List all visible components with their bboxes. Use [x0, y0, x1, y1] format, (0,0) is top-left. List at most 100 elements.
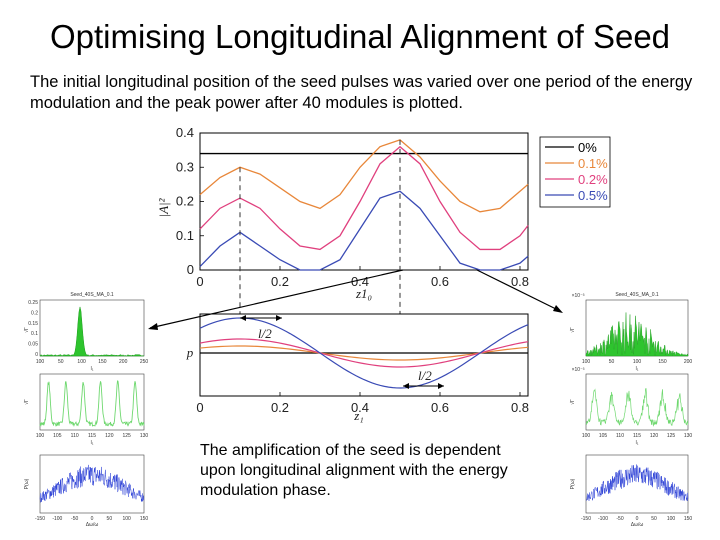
- top-axes: 0 0.2 0.4 0.6 0.8 0 0.1 0.2 0.3 0.4: [176, 125, 529, 289]
- modulation-line-0-2pct: [199, 338, 529, 368]
- inset-x-tick-label: 100: [36, 359, 45, 365]
- left-inset-top-trace: [39, 306, 145, 357]
- right-inset-bottom-ylabel: P(ω): [570, 478, 576, 489]
- right-inset-top: Seed_40S_MA_0.1 ×10⁻³ √Γ l₁ 100 50 100 150 2…: [569, 292, 692, 372]
- left-inset-mid-frame: [39, 373, 145, 431]
- inset-y-tick-label: 0.05: [28, 342, 38, 348]
- top-y-axis-label: |A|²: [156, 197, 171, 217]
- right-inset-top-ylabel: √Γ: [569, 327, 576, 333]
- energy-modulation-chart: 0 0.2 0.4 0.6 0.8 p z₁ l/2 l/2: [186, 313, 529, 423]
- x-tick-label: 0.2: [271, 274, 289, 289]
- right-inset-bottom-frame: [585, 454, 689, 514]
- y-tick-label: 0.2: [176, 194, 194, 209]
- right-inset-bottom: P(ω) Δω/ω -150 -100 -50 0 50 100 150: [570, 454, 693, 528]
- pointer-arrowhead-left: [148, 323, 158, 330]
- legend-label: 0%: [578, 140, 597, 155]
- inset-x-tick-label: 105: [599, 433, 608, 439]
- legend-label: 0.1%: [578, 156, 608, 171]
- right-inset-top-title: Seed_40S_MA_0.1: [615, 292, 659, 298]
- left-inset-top-title: Seed_40S_MA_0.1: [70, 292, 114, 298]
- modulation-line-0-1pct: [199, 345, 529, 361]
- inset-x-tick-label: 100: [122, 516, 131, 522]
- inset-x-tick-label: 50: [651, 516, 657, 522]
- inset-x-tick-label: 150: [658, 359, 667, 365]
- left-inset-top-xlabel: l₁: [91, 366, 94, 372]
- x-tick-label: 0.8: [511, 274, 529, 289]
- x-tick-label: 0: [196, 274, 203, 289]
- inset-x-tick-label: 115: [633, 433, 641, 439]
- inset-x-tick-label: -150: [581, 516, 591, 522]
- left-inset-panels: Seed_40S_MA_0.1 √Γ l₁ 100 50 100 150 200 250 …: [23, 292, 148, 528]
- y-tick-label: 0: [187, 262, 194, 277]
- inset-x-tick-label: -100: [52, 516, 62, 522]
- inset-x-tick-label: 150: [684, 516, 693, 522]
- left-inset-top-frame: [39, 299, 145, 357]
- inset-x-tick-label: 0: [636, 516, 639, 522]
- inset-x-tick-label: 100: [582, 433, 591, 439]
- inset-x-tick-label: -100: [598, 516, 608, 522]
- inset-x-tick-label: 0: [91, 516, 94, 522]
- pointer-arrowhead-right: [553, 305, 563, 313]
- pointer-line-right: [476, 269, 561, 312]
- left-inset-mid-ylabel: √Γ: [23, 399, 30, 405]
- top-plot-frame: [199, 132, 529, 271]
- inset-y-tick-label: 0: [35, 352, 38, 358]
- inset-x-tick-label: 120: [650, 433, 659, 439]
- inset-x-tick-label: 250: [140, 359, 149, 365]
- y-tick-label: 0.1: [176, 228, 194, 243]
- inset-x-tick-label: 100: [667, 516, 676, 522]
- right-inset-mid-scale: ×10⁻³: [572, 367, 585, 373]
- x-tick-label: 0.8: [511, 400, 529, 415]
- inset-x-tick-label: 125: [667, 433, 676, 439]
- left-inset-mid-xlabel: l₁: [91, 440, 94, 446]
- inset-x-tick-label: 200: [119, 359, 128, 365]
- y-tick-label: 0.4: [176, 125, 194, 140]
- left-inset-bottom-ylabel: P(ω): [24, 478, 30, 489]
- top-series-group: [199, 139, 529, 271]
- right-inset-bottom-trace: [585, 464, 689, 501]
- arrowhead: [276, 315, 282, 321]
- inset-x-tick-label: 50: [107, 516, 113, 522]
- half-period-label-right: l/2: [418, 368, 432, 383]
- inset-x-tick-label: 100: [77, 359, 86, 365]
- legend: 0%0.1%0.2%0.5%: [539, 136, 611, 208]
- inset-y-tick-label: 0.15: [28, 321, 38, 327]
- slide-title: Optimising Longitudinal Alignment of See…: [49, 18, 671, 55]
- left-inset-top-ylabel: √Γ: [23, 327, 30, 333]
- left-inset-mid: √Γ l₁ 100 105 110 115 120 125 130: [23, 373, 149, 446]
- right-inset-top-trace: [585, 312, 689, 357]
- right-inset-mid-xlabel: l₁: [636, 440, 639, 446]
- bottom-plot-frame: [199, 313, 529, 397]
- inset-x-tick-label: 50: [58, 359, 64, 365]
- bottom-y-axis-label: p: [186, 345, 194, 360]
- right-inset-mid: ×10⁻³ √Γ l₁ 100 105 110 115 120 125 130: [569, 367, 692, 446]
- arrowhead: [403, 383, 409, 389]
- modulation-line-0-5pct: [199, 317, 529, 389]
- left-inset-top: Seed_40S_MA_0.1 √Γ l₁ 100 50 100 150 200 250 …: [23, 292, 148, 372]
- inset-x-tick-label: 50: [609, 359, 615, 365]
- legend-box: [539, 136, 611, 208]
- x-tick-label: 0: [196, 400, 203, 415]
- half-period-label-left: l/2: [258, 326, 272, 341]
- inset-x-tick-label: 200: [684, 359, 693, 365]
- right-inset-panels: Seed_40S_MA_0.1 ×10⁻³ √Γ l₁ 100 50 100 150 2…: [569, 292, 692, 528]
- inset-x-tick-label: 150: [98, 359, 107, 365]
- inset-x-tick-label: -50: [71, 516, 78, 522]
- inset-x-tick-label: 125: [122, 433, 131, 439]
- inset-x-tick-label: 130: [140, 433, 149, 439]
- left-inset-bottom: P(ω) Δω/ω -150 -100 -50 0 50 100 150: [24, 454, 149, 528]
- inset-y-tick-label: 0.25: [28, 300, 38, 306]
- x-tick-label: 0.4: [351, 274, 369, 289]
- inset-x-tick-label: -150: [35, 516, 45, 522]
- inset-x-tick-label: 115: [88, 433, 96, 439]
- bottom-axes: 0 0.2 0.4 0.6 0.8: [196, 392, 529, 415]
- inset-y-tick-label: 0.2: [31, 310, 38, 316]
- x-tick-label: 0.6: [431, 400, 449, 415]
- arrowhead: [438, 383, 444, 389]
- inset-x-tick-label: 100: [36, 433, 45, 439]
- x-tick-label: 0.2: [271, 400, 289, 415]
- bottom-x-axis-label: z₁: [353, 408, 364, 423]
- left-inset-bottom-xlabel: Δω/ω: [86, 522, 99, 528]
- inset-x-tick-label: 150: [140, 516, 149, 522]
- intro-text: The initial longitudinal position of the…: [30, 73, 693, 112]
